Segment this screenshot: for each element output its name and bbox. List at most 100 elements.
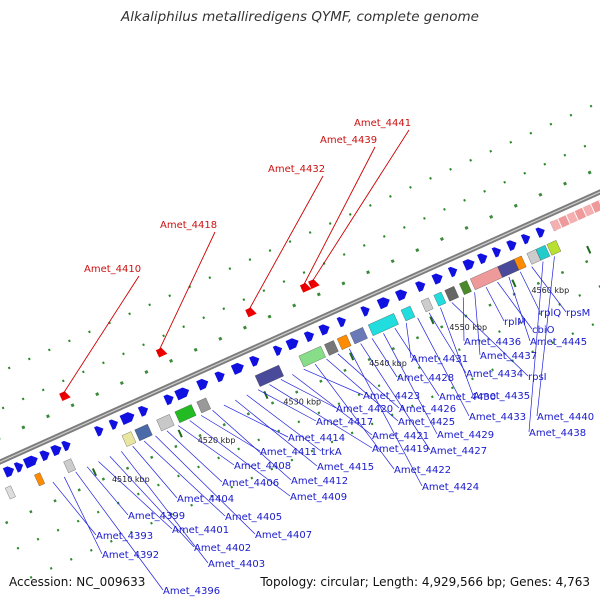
- gene-label: rplM: [504, 317, 526, 328]
- forward-gene-11: [174, 387, 190, 401]
- rna-label: Amet_4418: [160, 220, 217, 231]
- feature-box-17: [444, 286, 459, 302]
- gene-label: Amet_4401: [172, 525, 229, 536]
- topology-text: Topology: circular; Length: 4,929,566 bp…: [260, 575, 590, 589]
- gene-label: Amet_4405: [225, 512, 282, 523]
- forward-gene-3: [39, 450, 50, 462]
- forward-gene-30: [506, 240, 517, 251]
- forward-gene-19: [318, 324, 330, 336]
- gene-label: rplQ: [540, 308, 561, 319]
- gene-label: Amet_4426: [399, 404, 456, 415]
- forward-gene-15: [249, 355, 260, 367]
- forward-gene-28: [477, 253, 488, 265]
- rna-marker-4: [308, 279, 320, 289]
- tick-mark: [349, 352, 355, 361]
- gene-label: Amet_4417: [316, 417, 373, 428]
- forward-gene-25: [431, 273, 443, 285]
- gene-label: Amet_4423: [363, 391, 420, 402]
- rna-marker-1: [155, 347, 168, 358]
- gene-leader: [371, 338, 398, 378]
- rna-marker-0: [59, 391, 71, 401]
- rna-label: Amet_4439: [320, 135, 377, 146]
- gene-leader: [474, 292, 481, 356]
- gene-leader: [109, 456, 195, 548]
- gene-label: rpsI: [528, 372, 547, 383]
- gene-leader: [292, 374, 373, 436]
- feature-box-18: [459, 280, 472, 295]
- gene-leader: [223, 404, 289, 438]
- gene-label: Amet_4404: [177, 494, 234, 505]
- gene-leader: [132, 445, 178, 499]
- gene-label: Amet_4407: [255, 530, 312, 541]
- forward-pink-4: [582, 204, 595, 217]
- gene-leader: [508, 276, 531, 342]
- gene-leader: [348, 348, 423, 487]
- forward-pink-0: [550, 218, 562, 232]
- rna-marker-3: [299, 282, 312, 293]
- tick-mark: [511, 279, 517, 288]
- gene-label: Amet_4412: [291, 476, 348, 487]
- gene-leader: [417, 317, 470, 417]
- gene-label: Amet_4436: [464, 337, 521, 348]
- forward-pink-3: [574, 207, 587, 221]
- gene-label: Amet_4408: [234, 461, 291, 472]
- feature-box-8: [254, 364, 284, 387]
- forward-gene-12: [196, 378, 209, 391]
- gene-leader: [337, 353, 400, 409]
- feature-box-6: [174, 404, 197, 423]
- forward-gene-17: [285, 338, 299, 351]
- gene-leader: [63, 476, 103, 555]
- forward-gene-26: [447, 266, 458, 278]
- gene-leader: [257, 389, 317, 422]
- gene-label: Amet_4421: [372, 431, 429, 442]
- gene-leader: [428, 312, 467, 374]
- gene-leader: [98, 461, 173, 530]
- forward-gene-27: [462, 259, 475, 271]
- feature-tracks: [2, 199, 600, 500]
- gene-leader: [394, 327, 440, 397]
- rna-marker-2: [245, 307, 257, 318]
- gene-label: Amet_4429: [437, 430, 494, 441]
- feature-box-14: [400, 305, 416, 322]
- feature-box-9: [298, 345, 326, 368]
- tick-mark: [91, 468, 98, 477]
- tick-label: 4560 kbp: [531, 286, 569, 295]
- gene-label: Amet_4406: [222, 478, 279, 489]
- forward-gene-1: [13, 462, 24, 473]
- forward-gene-5: [61, 440, 71, 452]
- gene-leader: [462, 297, 465, 342]
- gene-leader: [143, 440, 226, 517]
- gene-leader: [485, 286, 505, 322]
- rna-label: Amet_4432: [268, 164, 325, 175]
- forward-gene-6: [94, 426, 104, 437]
- rna-leader: [309, 129, 410, 286]
- forward-gene-7: [108, 419, 119, 430]
- feature-box-5: [156, 414, 175, 432]
- tick-mark: [177, 429, 183, 438]
- rna-leader: [157, 231, 216, 355]
- gene-label: Amet_4411: [260, 447, 317, 458]
- rna-leader: [60, 275, 140, 398]
- gene-label: Amet_4445: [530, 337, 587, 348]
- forward-gene-16: [272, 345, 283, 357]
- gene-leader: [200, 415, 261, 452]
- forward-gene-9: [137, 406, 149, 417]
- dash-track: [0, 166, 600, 440]
- gene-leader: [178, 425, 235, 466]
- gene-label: Amet_4438: [529, 428, 586, 439]
- gene-leader: [121, 451, 209, 564]
- feature-box-1: [34, 472, 45, 487]
- gene-label: Amet_4414: [288, 433, 345, 444]
- gene-labels: Amet_4410 Amet_4418 Amet_4432 Amet_4439 Amet…: [84, 118, 594, 597]
- rna-label: Amet_4441: [354, 118, 411, 129]
- forward-gene-14: [230, 362, 244, 375]
- forward-gene-24: [415, 281, 426, 293]
- gene-leader: [326, 358, 399, 422]
- rna-label: Amet_4410: [84, 264, 141, 275]
- gene-label: Amet_4424: [422, 482, 479, 493]
- tick-mark: [586, 245, 592, 254]
- gene-label: Amet_4403: [208, 559, 265, 570]
- backbone-highlight: [0, 191, 600, 463]
- tick-mark: [263, 390, 269, 400]
- forward-pink-2: [566, 211, 578, 224]
